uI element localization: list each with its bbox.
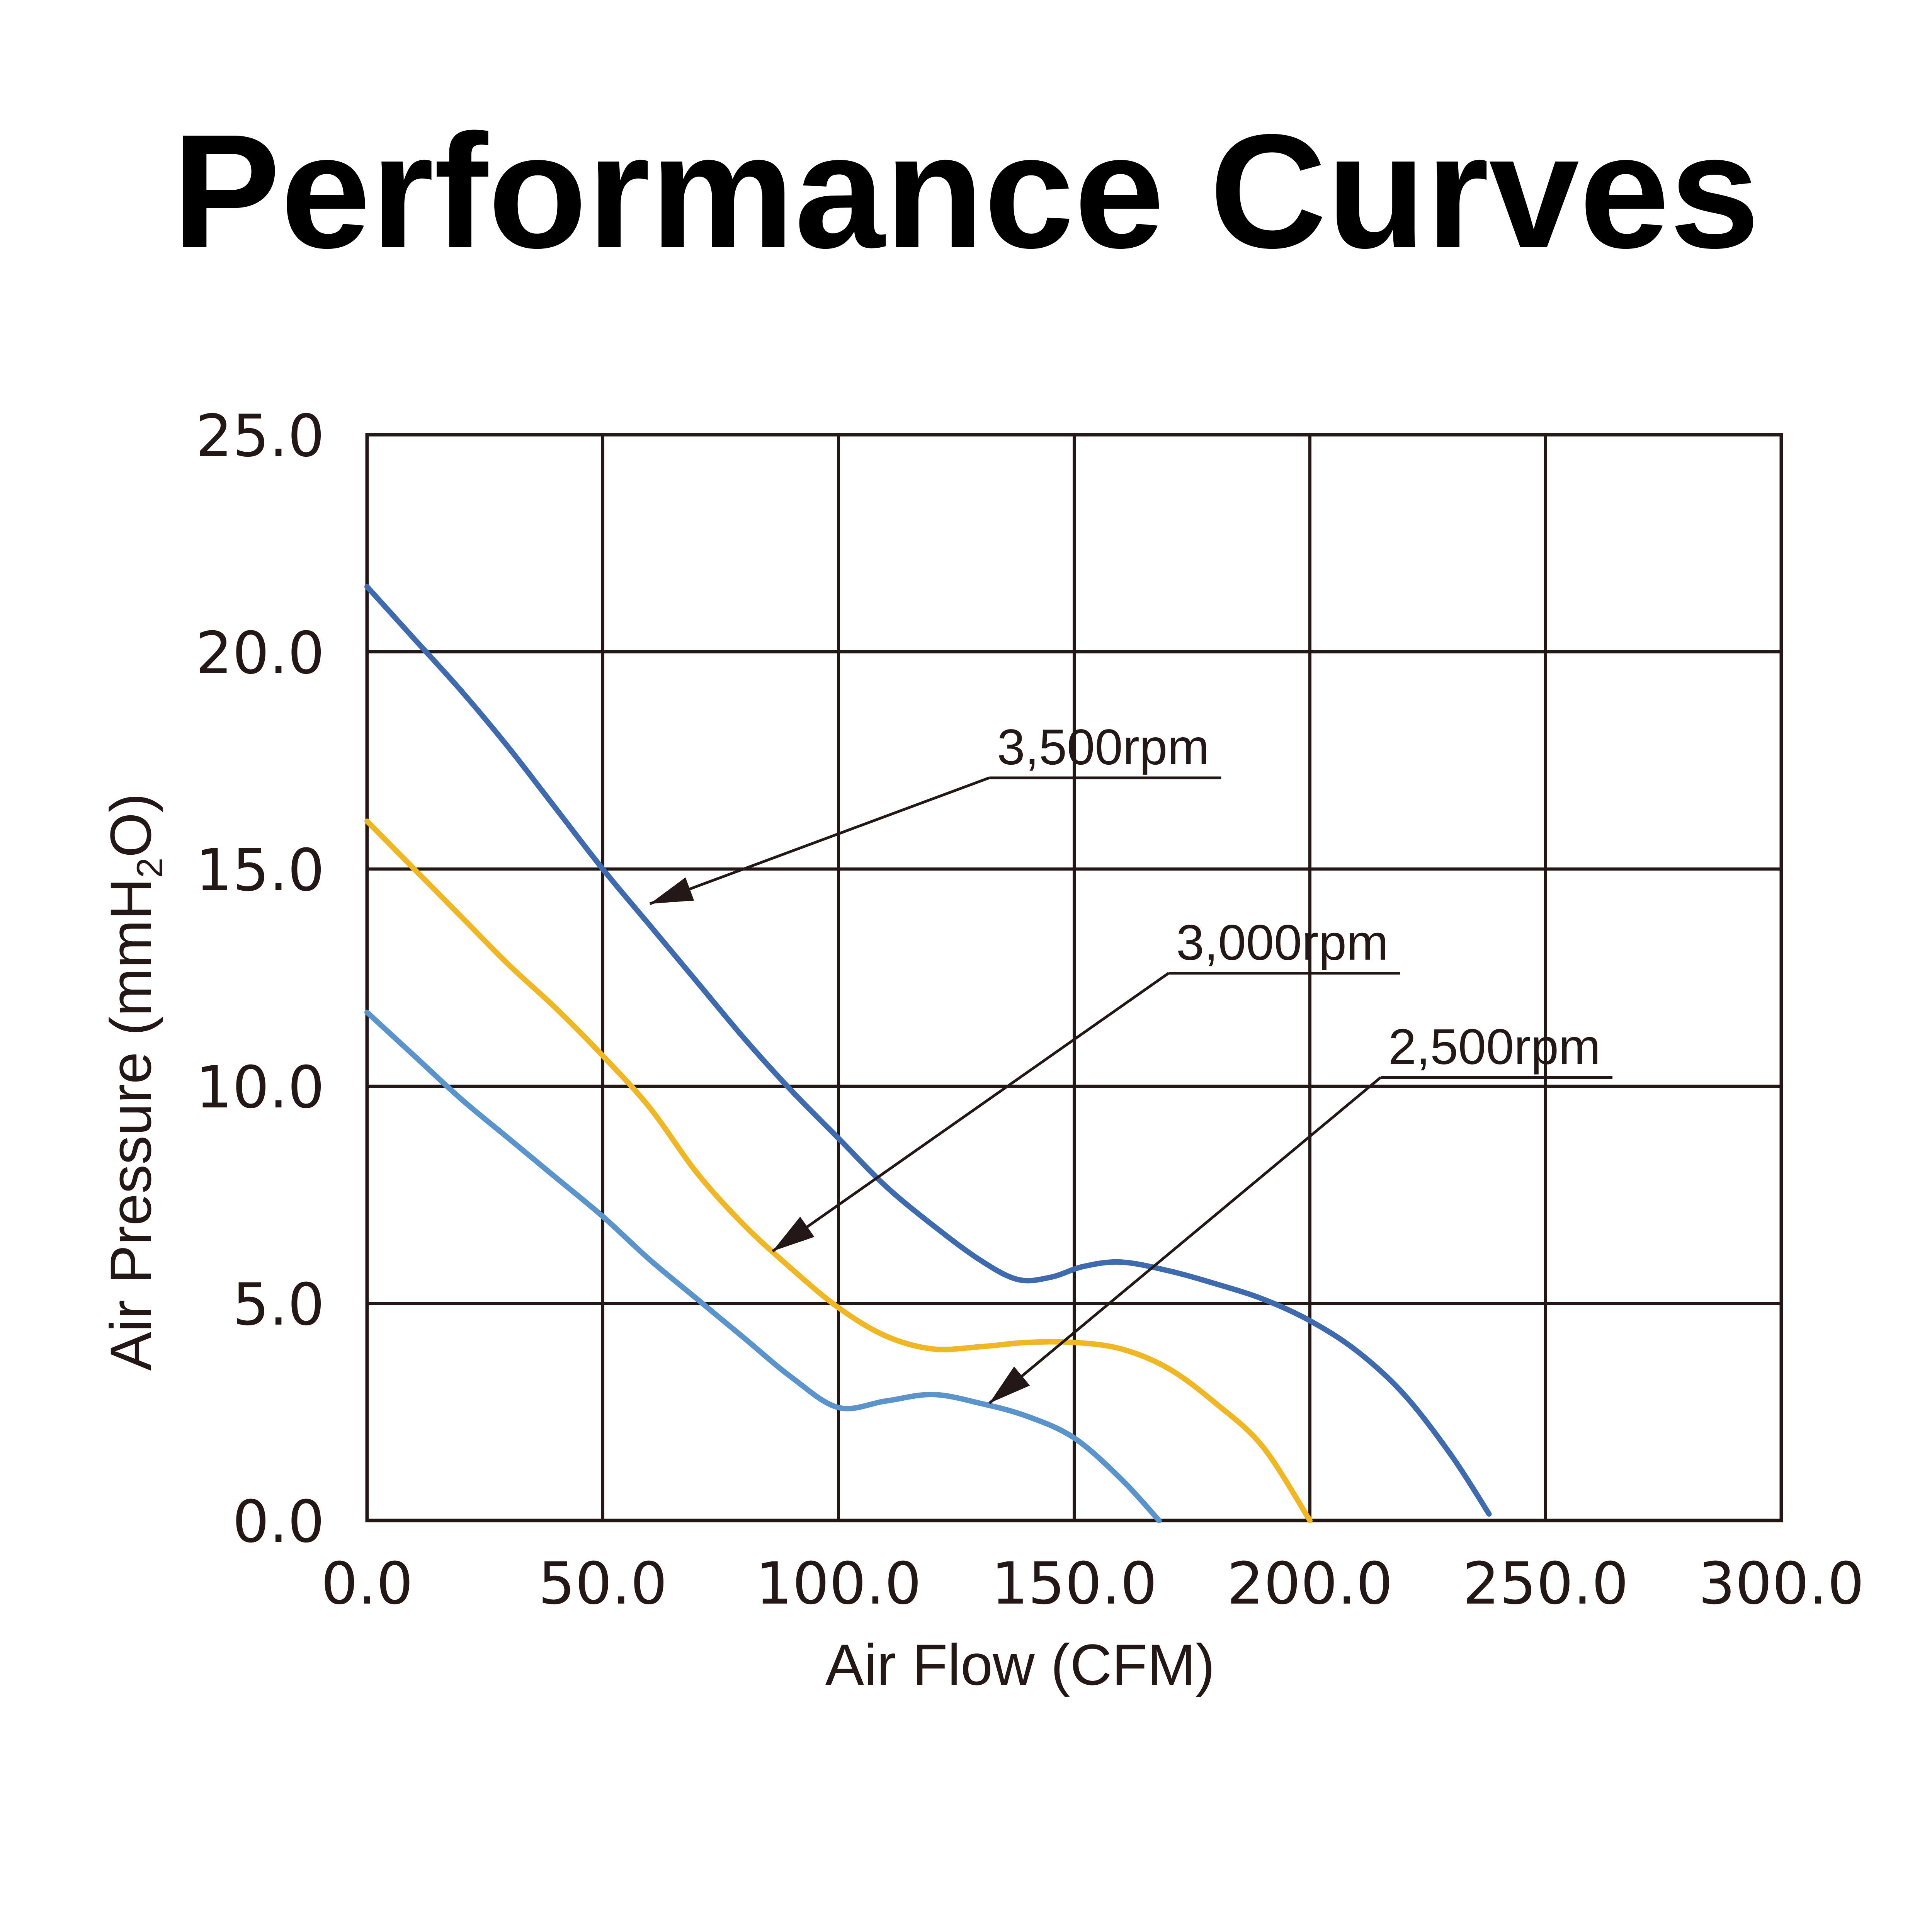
series-label: 3,000rpm — [1176, 914, 1388, 971]
series-label: 2,500rpm — [1388, 1019, 1600, 1075]
series-leader-line — [649, 776, 990, 905]
y-axis-label-prefix: Air Pressure (mmH — [98, 878, 163, 1371]
y-tick-label: 0.0 — [232, 1488, 325, 1556]
y-axis-label-subscript: 2 — [129, 857, 170, 878]
y-axis-label-suffix: O) — [98, 793, 163, 858]
series-leader-line — [772, 972, 1170, 1252]
plot-frame — [365, 433, 1783, 1522]
x-tick-label: 0.0 — [321, 1550, 413, 1617]
x-tick-label: 50.0 — [538, 1550, 667, 1617]
series-label: 3,500rpm — [997, 719, 1209, 775]
y-tick-label: 15.0 — [196, 837, 325, 904]
arrow-head-icon — [772, 1216, 815, 1252]
x-tick-label: 100.0 — [755, 1550, 921, 1617]
x-tick-label: 300.0 — [1698, 1550, 1864, 1617]
tick-layer: 0.0 50.0 100.0 150.0 200.0 250.0 300.0 0.0 5.0 10… — [196, 403, 1864, 1617]
series-layer — [364, 584, 1492, 1523]
y-axis-label: Air Pressure (mmH2O) — [98, 793, 170, 1371]
grid-layer — [365, 433, 1783, 1522]
arrow-head-icon — [650, 877, 694, 904]
series-leader-line — [988, 1076, 1382, 1405]
series-line-2500rpm — [364, 1009, 1162, 1523]
x-tick-label: 200.0 — [1227, 1550, 1393, 1617]
x-tick-label: 150.0 — [991, 1550, 1157, 1617]
x-tick-label: 250.0 — [1463, 1550, 1628, 1617]
series-line-3000rpm — [364, 818, 1313, 1523]
arrow-head-icon — [989, 1366, 1030, 1403]
x-axis-label: Air Flow (CFM) — [825, 1632, 1215, 1697]
chart-title: Performance Curves — [172, 101, 1760, 282]
y-tick-label: 5.0 — [232, 1271, 325, 1338]
y-tick-label: 25.0 — [196, 403, 325, 470]
y-tick-label: 10.0 — [196, 1054, 325, 1121]
series-line-3500rpm — [364, 584, 1492, 1517]
y-tick-label: 20.0 — [196, 620, 325, 687]
